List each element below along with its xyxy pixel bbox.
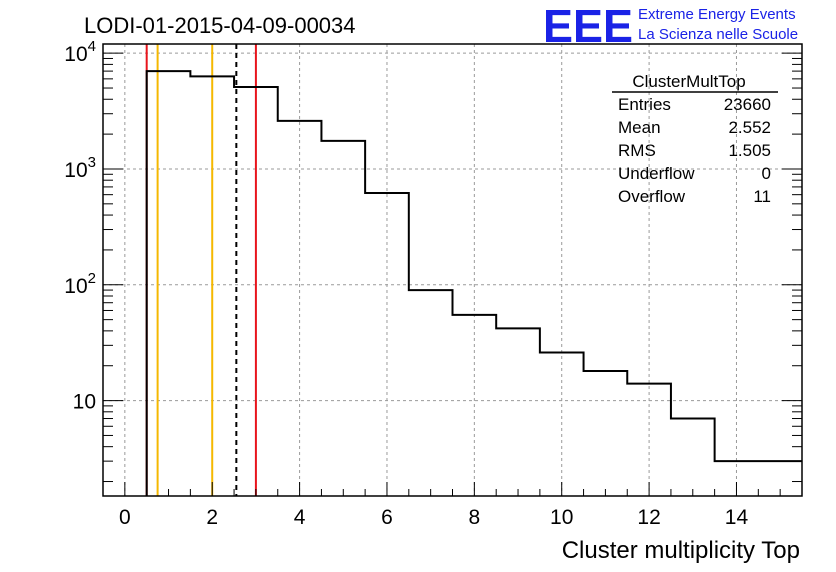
stats-label: Underflow <box>618 164 695 183</box>
logo-line-1: Extreme Energy Events <box>638 6 796 23</box>
stats-label: Entries <box>618 95 671 114</box>
grid-lines <box>103 44 802 496</box>
x-axis-title: Cluster multiplicity Top <box>562 537 800 564</box>
stats-value: 11 <box>753 187 771 206</box>
y-tick-label: 10 <box>73 391 96 414</box>
stats-title: ClusterMultTop <box>632 72 745 91</box>
stats-rows: Entries 23660 Mean 2.552 RMS 1.505 Underflow 0 O… <box>618 95 771 206</box>
x-tick-label: 2 <box>206 506 218 529</box>
plot-frame <box>102 43 803 497</box>
logo-line-2: La Scienza nelle Scuole <box>638 26 798 43</box>
stats-label: Overflow <box>618 187 686 206</box>
stats-value: 1.505 <box>728 141 771 160</box>
x-tick-label: 10 <box>550 506 573 529</box>
stats-value: 2.552 <box>728 118 771 137</box>
stats-label: Mean <box>618 118 661 137</box>
x-tick-labels: 0 2 4 6 8 10 12 14 <box>119 506 748 529</box>
x-tick-label: 0 <box>119 506 131 529</box>
stats-label: RMS <box>618 141 656 160</box>
x-tick-label: 14 <box>725 506 749 529</box>
stats-value: 0 <box>762 164 771 183</box>
x-tick-label: 4 <box>294 506 306 529</box>
y-tick-labels: 10 102 103 104 <box>64 38 96 413</box>
stats-value: 23660 <box>724 95 771 114</box>
x-tick-label: 6 <box>381 506 393 529</box>
y-tick-label: 103 <box>64 154 96 182</box>
x-tick-label: 12 <box>637 506 660 529</box>
x-tick-label: 8 <box>469 506 481 529</box>
marker-lines <box>145 44 257 496</box>
stats-box: ClusterMultTop Entries 23660 Mean 2.552 RMS 1… <box>612 72 778 206</box>
y-tick-label: 102 <box>64 270 96 298</box>
chart-title: LODI-01-2015-04-09-00034 <box>84 13 356 38</box>
y-tick-label: 104 <box>64 38 96 66</box>
axis-ticks <box>102 52 803 496</box>
histogram-outline <box>145 70 802 496</box>
